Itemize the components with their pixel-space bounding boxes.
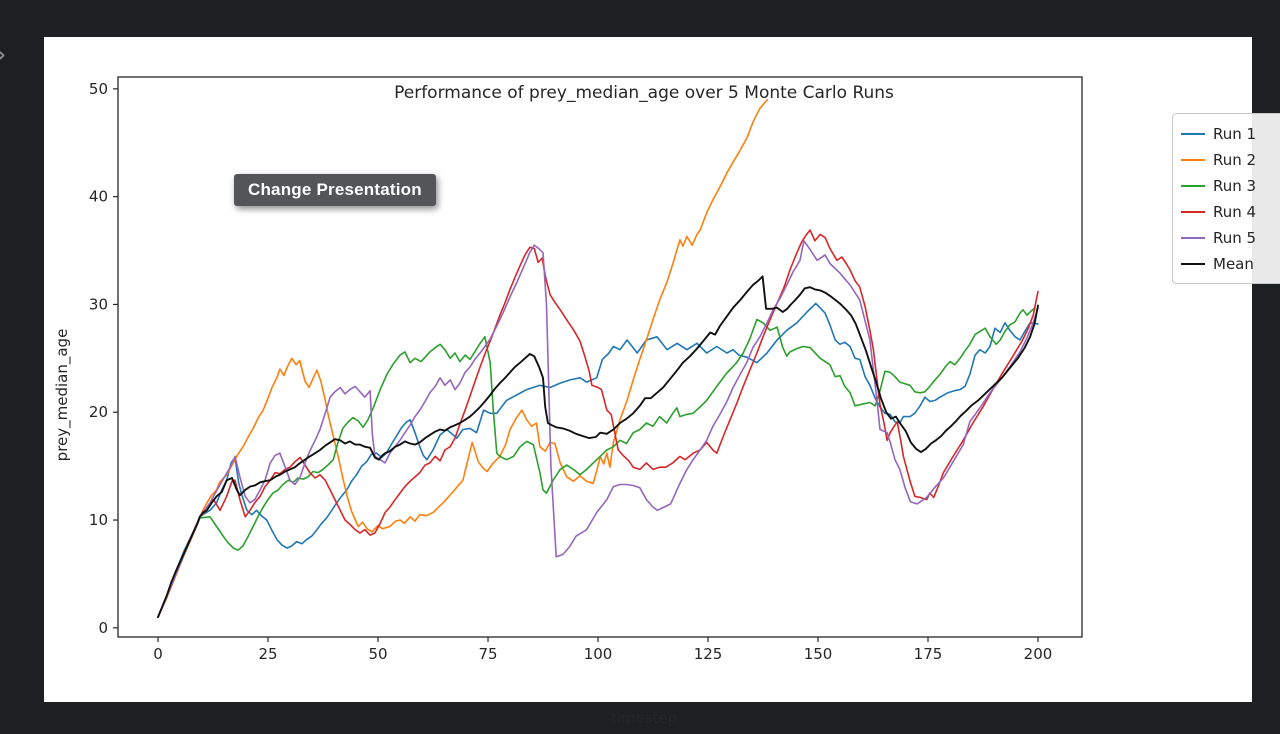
legend-line-swatch [1181, 210, 1205, 214]
legend-item-run-1: Run 1 [1181, 121, 1279, 147]
x-tick-label: 75 [478, 645, 497, 663]
legend-label: Run 5 [1213, 228, 1257, 247]
x-axis-label: timestep [610, 709, 678, 727]
y-tick-label: 10 [89, 511, 108, 529]
y-tick-label: 40 [89, 188, 108, 206]
x-tick-label: 200 [1024, 645, 1053, 663]
x-tick-label: 125 [694, 645, 723, 663]
x-tick-label: 100 [584, 645, 613, 663]
legend-label: Run 2 [1213, 150, 1257, 169]
legend-item-run-5: Run 5 [1181, 225, 1279, 251]
axes-frame [117, 76, 1083, 638]
x-tick-label: 175 [914, 645, 943, 663]
change-presentation-button[interactable]: Change Presentation [234, 174, 436, 206]
legend-line-swatch [1181, 262, 1205, 266]
x-tick-label: 50 [368, 645, 387, 663]
series-line-run-5 [157, 240, 1039, 618]
legend-item-run-2: Run 2 [1181, 147, 1279, 173]
chart-title: Performance of prey_median_age over 5 Mo… [394, 83, 894, 103]
legend-item-run-4: Run 4 [1181, 199, 1279, 225]
y-tick-label: 20 [89, 403, 108, 421]
legend-label: Mean [1213, 254, 1254, 273]
x-tick-label: 150 [804, 645, 833, 663]
figure-panel: Performance of prey_median_age over 5 Mo… [44, 37, 1280, 727]
x-tick-label: 0 [153, 645, 163, 663]
legend-item-mean: Mean [1181, 251, 1279, 277]
series-line-run-2 [157, 98, 769, 618]
legend-line-swatch [1181, 158, 1205, 162]
legend-item-run-3: Run 3 [1181, 173, 1279, 199]
legend-line-swatch [1181, 132, 1205, 136]
legend-label: Run 3 [1213, 176, 1257, 195]
legend-label: Run 1 [1213, 124, 1257, 143]
y-tick-label: 50 [89, 80, 108, 98]
sidebar-expand-chevron-icon[interactable]: › [0, 42, 6, 68]
legend-line-swatch [1181, 184, 1205, 188]
series-line-mean [157, 275, 1039, 619]
legend-line-swatch [1181, 236, 1205, 240]
y-tick-label: 0 [98, 619, 108, 637]
legend-label: Run 4 [1213, 202, 1257, 221]
series-line-run-1 [157, 302, 1039, 618]
y-tick-label: 30 [89, 295, 108, 313]
series-line-run-4 [157, 229, 1039, 618]
chart-legend: Run 1 Run 2 Run 3 Run 4 Run 5 Mean [1172, 113, 1280, 284]
x-tick-label: 25 [258, 645, 277, 663]
series-line-run-3 [157, 306, 1036, 618]
